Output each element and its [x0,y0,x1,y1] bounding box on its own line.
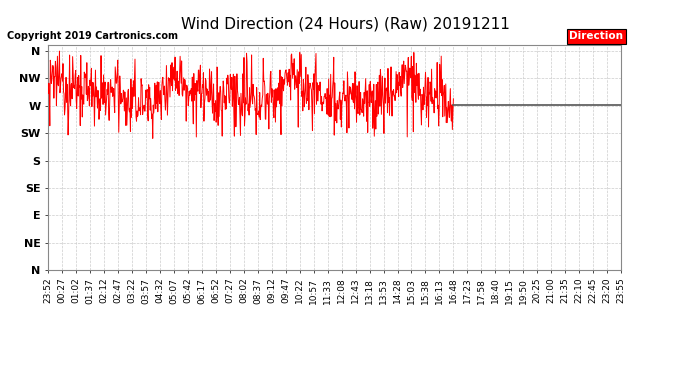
Text: Copyright 2019 Cartronics.com: Copyright 2019 Cartronics.com [7,32,178,41]
Text: Direction: Direction [569,32,623,41]
Text: Wind Direction (24 Hours) (Raw) 20191211: Wind Direction (24 Hours) (Raw) 20191211 [181,17,509,32]
